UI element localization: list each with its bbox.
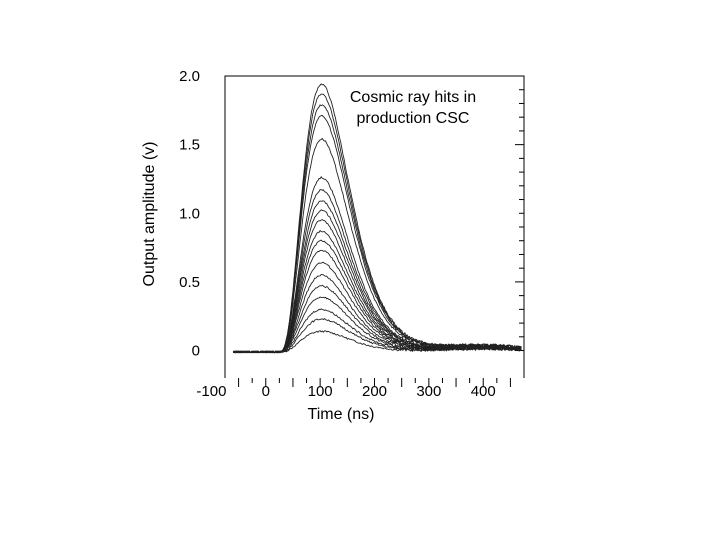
x-tick-label: 0 xyxy=(262,383,270,400)
axis-ticks: 0 0.5 1.0 1.5 2.0 -100 0 100 200 300 400 xyxy=(179,68,524,400)
annotation-line-1: Cosmic ray hits in xyxy=(350,89,476,106)
annotation-line-2: production CSC xyxy=(357,110,470,127)
y-tick-label: 2.0 xyxy=(179,68,200,85)
y-tick-label: 1.0 xyxy=(179,205,200,222)
x-tick-label: 400 xyxy=(471,383,496,400)
pulse-series xyxy=(232,83,522,354)
y-tick-label: 0.5 xyxy=(179,274,200,291)
x-tick-label: 300 xyxy=(416,383,441,400)
x-tick-label: -100 xyxy=(196,383,226,400)
pulse-curve xyxy=(233,209,522,354)
pulse-curve xyxy=(232,115,522,354)
y-tick-label: 0 xyxy=(192,343,200,360)
pulse-curve xyxy=(232,189,522,354)
x-axis-label: Time (ns) xyxy=(308,406,375,423)
pulse-curve xyxy=(233,219,522,354)
x-tick-label: 100 xyxy=(308,383,333,400)
y-axis-label: Output amplitude (v) xyxy=(141,142,158,287)
pulse-curve xyxy=(233,83,522,354)
y-tick-label: 1.5 xyxy=(179,137,200,154)
x-tick-label: 200 xyxy=(362,383,387,400)
